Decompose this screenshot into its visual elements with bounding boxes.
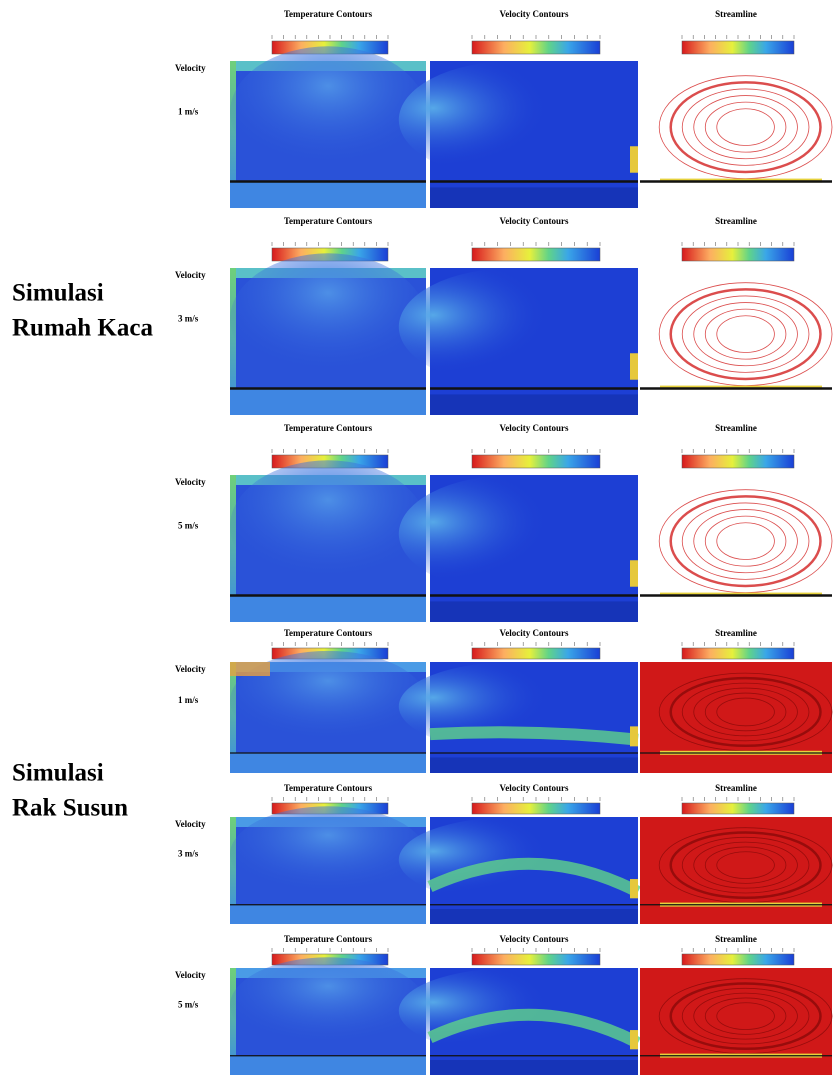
inlet — [630, 726, 638, 746]
simulation-image — [640, 662, 832, 773]
floor — [230, 596, 426, 622]
colorbar — [472, 803, 600, 814]
panel-title: Temperature Contours — [284, 934, 373, 944]
speed-label: 3 m/s — [178, 314, 199, 324]
panel-title: Temperature Contours — [284, 628, 373, 638]
panel-title: Temperature Contours — [284, 216, 373, 226]
panel-title: Streamline — [715, 216, 757, 226]
speed-label: 1 m/s — [178, 695, 199, 705]
speed-label: 1 m/s — [178, 107, 199, 117]
floor — [430, 187, 638, 208]
simulation-image — [230, 651, 426, 773]
colorbar — [472, 248, 600, 261]
speed-label: 5 m/s — [178, 521, 199, 531]
floor — [230, 753, 426, 773]
inlet — [630, 560, 638, 586]
speed-label: 5 m/s — [178, 1000, 199, 1010]
panel-title: Streamline — [715, 423, 757, 433]
floor — [430, 394, 638, 415]
warm-region — [230, 806, 426, 902]
floor — [230, 1056, 426, 1075]
panel-title: Streamline — [715, 934, 757, 944]
simulation-image — [399, 817, 638, 924]
velocity-label: Velocity — [175, 819, 206, 829]
warm-region — [230, 46, 426, 178]
group-label: Simulasi — [12, 760, 104, 787]
panel-title: Temperature Contours — [284, 783, 373, 793]
simulation-image — [230, 806, 426, 924]
group-label: Rak Susun — [12, 795, 128, 822]
group-label: Rumah Kaca — [12, 315, 153, 342]
floor — [430, 757, 638, 773]
simulation-image — [230, 46, 426, 208]
flow-region — [399, 475, 628, 593]
colorbar — [682, 248, 794, 261]
inlet — [630, 353, 638, 379]
colorbar — [682, 41, 794, 54]
warm-region — [230, 957, 426, 1053]
warm-region — [230, 460, 426, 592]
panel-title: Streamline — [715, 9, 757, 19]
panel-title: Velocity Contours — [500, 934, 569, 944]
velocity-label: Velocity — [175, 270, 206, 280]
figure: Simulasi Rumah Kaca Velocity 1 m/s Temperatu… — [0, 0, 834, 1079]
floor — [230, 182, 426, 208]
flow-region — [399, 268, 628, 386]
panel-title: Velocity Contours — [500, 628, 569, 638]
simulation-image — [640, 968, 832, 1075]
simulation-image — [640, 475, 832, 622]
floor — [430, 909, 638, 924]
panel-title: Streamline — [715, 628, 757, 638]
velocity-label: Velocity — [175, 664, 206, 674]
simulation-image — [640, 268, 832, 415]
simulation-image — [399, 475, 638, 622]
colorbar — [472, 954, 600, 965]
simulation-image — [399, 61, 638, 208]
inlet — [630, 146, 638, 172]
colorbar — [472, 455, 600, 468]
warm-region — [230, 253, 426, 385]
velocity-label: Velocity — [175, 970, 206, 980]
panel-title: Velocity Contours — [500, 423, 569, 433]
simulation-image — [640, 817, 832, 924]
velocity-label: Velocity — [175, 477, 206, 487]
colorbar — [682, 648, 794, 659]
inlet — [630, 1030, 638, 1049]
inlet — [630, 879, 638, 898]
panel-title: Velocity Contours — [500, 783, 569, 793]
panel-title: Temperature Contours — [284, 423, 373, 433]
simulation-image — [399, 662, 638, 773]
flow-region — [399, 61, 628, 179]
colorbar — [682, 455, 794, 468]
panel-title: Temperature Contours — [284, 9, 373, 19]
floor — [430, 1060, 638, 1075]
colorbar — [472, 648, 600, 659]
simulation-image — [399, 268, 638, 415]
floor — [230, 905, 426, 924]
hot-corner — [230, 662, 270, 676]
panel-title: Velocity Contours — [500, 9, 569, 19]
colorbar — [682, 954, 794, 965]
velocity-label: Velocity — [175, 63, 206, 73]
colorbar — [472, 41, 600, 54]
panel-title: Streamline — [715, 783, 757, 793]
simulation-image — [640, 61, 832, 208]
group-label: Simulasi — [12, 280, 104, 307]
simulation-image — [399, 968, 638, 1075]
colorbar — [682, 803, 794, 814]
speed-label: 3 m/s — [178, 849, 199, 859]
floor — [230, 389, 426, 415]
floor — [430, 601, 638, 622]
panel-title: Velocity Contours — [500, 216, 569, 226]
simulation-image — [230, 253, 426, 415]
simulation-image — [230, 957, 426, 1075]
jet — [430, 732, 638, 739]
simulation-image — [230, 460, 426, 622]
